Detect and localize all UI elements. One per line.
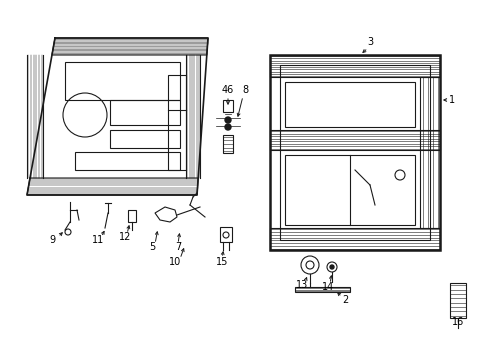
- Bar: [110, 130, 180, 148]
- Text: 13: 13: [295, 280, 307, 290]
- Circle shape: [224, 117, 230, 123]
- Text: 14: 14: [321, 282, 333, 292]
- Bar: [168, 75, 185, 170]
- Text: 16: 16: [451, 317, 463, 327]
- Text: 15: 15: [215, 257, 228, 267]
- Bar: [269, 228, 439, 250]
- Bar: [285, 82, 414, 127]
- Text: 46: 46: [222, 85, 234, 95]
- Bar: [110, 100, 180, 125]
- Text: 8: 8: [242, 85, 247, 95]
- Circle shape: [224, 124, 230, 130]
- Bar: [65, 62, 180, 100]
- Text: 1: 1: [448, 95, 454, 105]
- Text: 11: 11: [92, 235, 104, 245]
- Bar: [449, 283, 465, 318]
- Bar: [294, 287, 349, 292]
- Bar: [269, 55, 439, 77]
- Text: 9: 9: [49, 235, 55, 245]
- Bar: [220, 227, 231, 242]
- Text: 2: 2: [341, 295, 347, 305]
- Bar: [419, 77, 439, 228]
- Text: 10: 10: [168, 257, 181, 267]
- Bar: [223, 135, 232, 153]
- Bar: [223, 100, 232, 112]
- Text: 5: 5: [148, 242, 155, 252]
- Text: 12: 12: [119, 232, 131, 242]
- Circle shape: [329, 265, 333, 269]
- Bar: [285, 155, 414, 225]
- Bar: [75, 152, 180, 170]
- Text: 3: 3: [366, 37, 372, 47]
- Text: 7: 7: [175, 242, 181, 252]
- Bar: [269, 130, 439, 150]
- Bar: [128, 210, 136, 222]
